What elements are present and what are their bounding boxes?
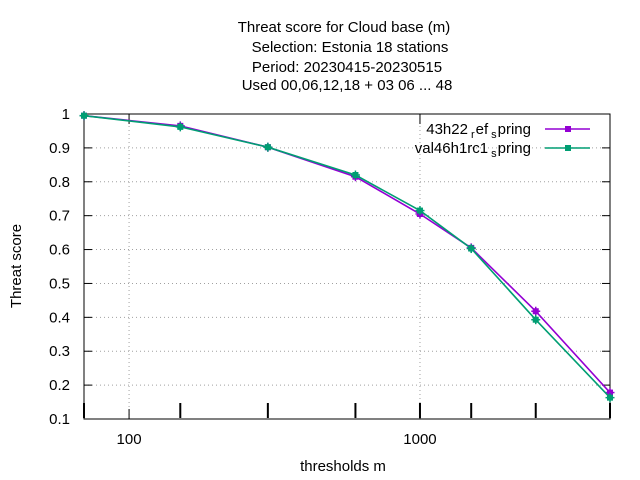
title-line-3: Period: 20230415-20230515 bbox=[252, 59, 442, 76]
legend-marker-0 bbox=[565, 126, 571, 132]
series-lines bbox=[79, 111, 615, 403]
legend-label-0: 43h22 ref spring bbox=[426, 121, 531, 141]
title-line-1: Threat score for Cloud base (m) bbox=[238, 19, 451, 36]
y-tick-label: 0.7 bbox=[49, 208, 70, 225]
chart-title: Threat score for Cloud base (m) Selectio… bbox=[238, 19, 453, 94]
x-tick-label: 100 bbox=[117, 431, 142, 448]
y-tick-label: 0.9 bbox=[49, 140, 70, 157]
y-tick-label: 0.3 bbox=[49, 343, 70, 360]
title-line-4: Used 00,06,12,18 + 03 06 ... 48 bbox=[242, 77, 453, 94]
legend-subscript: s bbox=[491, 129, 497, 141]
legend-text: ef bbox=[476, 121, 489, 138]
title-line-2: Selection: Estonia 18 stations bbox=[252, 39, 449, 56]
plot-frame bbox=[83, 113, 611, 420]
y-tick-label: 0.2 bbox=[49, 377, 70, 394]
y-axis-ticks: 0.1 0.2 0.3 0.4 0.5 0.6 0.7 0.8 0.9 1 bbox=[49, 106, 610, 428]
legend-text: val46h1rc1 bbox=[415, 140, 488, 157]
y-axis-label: Threat score bbox=[8, 224, 25, 308]
x-tick-label: 1000 bbox=[403, 431, 436, 448]
legend-text: pring bbox=[498, 140, 531, 157]
legend-text: pring bbox=[498, 121, 531, 138]
y-tick-label: 1 bbox=[62, 106, 70, 123]
grid-lines bbox=[84, 114, 610, 419]
y-tick-label: 0.1 bbox=[49, 411, 70, 428]
legend-label-1: val46h1rc1 spring bbox=[415, 140, 531, 160]
x-axis-ticks: 100 1000 bbox=[83, 114, 611, 448]
y-tick-label: 0.5 bbox=[49, 275, 70, 292]
legend-subscript: r bbox=[471, 129, 475, 141]
x-axis-label: thresholds m bbox=[300, 458, 386, 475]
series-line bbox=[83, 114, 611, 394]
legend-text: 43h22 bbox=[426, 121, 468, 138]
plot-axes bbox=[83, 113, 611, 420]
legend-marker-1 bbox=[565, 145, 571, 151]
legend-subscript: s bbox=[491, 148, 497, 160]
series-1 bbox=[79, 111, 615, 403]
series-0 bbox=[79, 111, 615, 398]
y-tick-label: 0.4 bbox=[49, 309, 70, 326]
y-tick-label: 0.8 bbox=[49, 174, 70, 191]
y-tick-label: 0.6 bbox=[49, 242, 70, 259]
series-line bbox=[83, 114, 611, 399]
